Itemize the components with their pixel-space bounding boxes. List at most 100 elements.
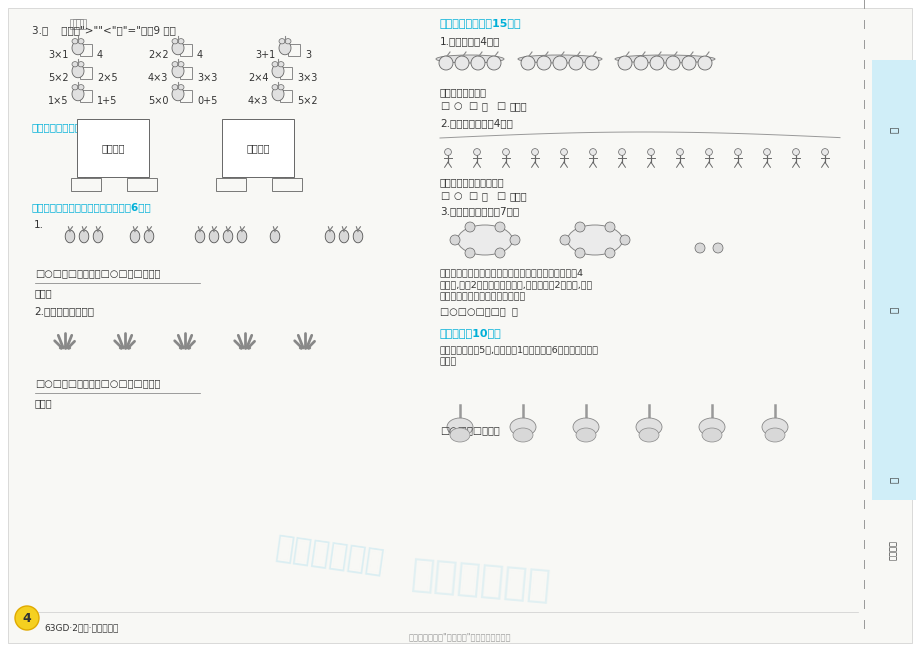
Bar — [80, 90, 92, 102]
Circle shape — [455, 56, 469, 70]
Polygon shape — [172, 41, 184, 55]
Text: 1.: 1. — [34, 220, 44, 230]
Ellipse shape — [447, 418, 472, 436]
Text: 名同学,已有2张桌子坐满了同学,这时又进来2名同学,手工: 名同学,已有2张桌子坐满了同学,这时又进来2名同学,手工 — [439, 280, 593, 289]
Text: 1.数苹果。（4分）: 1.数苹果。（4分） — [439, 36, 500, 46]
Circle shape — [619, 235, 630, 245]
Polygon shape — [172, 64, 184, 77]
Polygon shape — [79, 230, 89, 243]
Polygon shape — [72, 41, 84, 55]
Text: 六、看图列式计算，并写出口诀。（6分）: 六、看图列式计算，并写出口诀。（6分） — [32, 202, 152, 212]
Circle shape — [584, 56, 598, 70]
Text: □○□○□＝□（  ）: □○□○□＝□（ ） — [439, 306, 517, 316]
Text: □○□＝□（米）: □○□＝□（米） — [439, 425, 499, 435]
Circle shape — [568, 56, 583, 70]
Polygon shape — [270, 230, 279, 243]
Text: □: □ — [468, 191, 477, 201]
Ellipse shape — [635, 418, 662, 436]
Text: 4: 4 — [23, 611, 31, 624]
Text: 教辅营地官网: 教辅营地官网 — [274, 533, 386, 577]
Text: 3+1: 3+1 — [255, 50, 275, 60]
Text: □: □ — [495, 101, 505, 111]
Circle shape — [605, 248, 614, 258]
Text: 二四得八: 二四得八 — [101, 143, 125, 153]
Ellipse shape — [436, 55, 504, 63]
Bar — [127, 178, 157, 191]
Text: 口诀：: 口诀： — [35, 288, 52, 298]
Text: □: □ — [439, 191, 448, 201]
Text: □○□＝□（根）或□○□＝□（根）: □○□＝□（根）或□○□＝□（根） — [35, 378, 160, 388]
Bar — [279, 90, 291, 102]
Circle shape — [560, 148, 567, 156]
Bar — [80, 44, 92, 56]
Text: 五、根据口诀，写乘法算式。（4分）: 五、根据口诀，写乘法算式。（4分） — [32, 122, 139, 132]
Polygon shape — [72, 38, 78, 44]
Text: 每两棵树之间是5米,小云从第1棵树跑到第6棵树，共跑了多: 每两棵树之间是5米,小云从第1棵树跑到第6棵树，共跑了多 — [439, 345, 598, 354]
Circle shape — [605, 222, 614, 232]
Text: 5×2: 5×2 — [297, 96, 317, 106]
Polygon shape — [172, 62, 177, 67]
Polygon shape — [78, 62, 84, 67]
Ellipse shape — [639, 428, 658, 442]
Text: 3×1: 3×1 — [48, 50, 68, 60]
Text: 老师点评: 老师点评 — [888, 540, 897, 560]
Polygon shape — [278, 62, 284, 67]
Text: 一共有几个苹果？: 一共有几个苹果？ — [439, 87, 486, 97]
Text: □: □ — [495, 191, 505, 201]
Circle shape — [712, 243, 722, 253]
Polygon shape — [353, 230, 362, 243]
Circle shape — [675, 148, 683, 156]
Text: 3: 3 — [305, 50, 311, 60]
Polygon shape — [278, 41, 290, 55]
Polygon shape — [324, 230, 335, 243]
Text: 3×3: 3×3 — [297, 73, 317, 83]
Circle shape — [509, 235, 519, 245]
Polygon shape — [172, 85, 177, 90]
Bar — [288, 44, 300, 56]
Ellipse shape — [614, 55, 714, 63]
Circle shape — [589, 148, 596, 156]
Ellipse shape — [509, 418, 536, 436]
Circle shape — [694, 243, 704, 253]
Text: 卷: 卷 — [888, 307, 898, 313]
Ellipse shape — [698, 418, 724, 436]
Polygon shape — [144, 230, 153, 243]
Bar — [76, 19, 85, 29]
Polygon shape — [339, 230, 348, 243]
Circle shape — [574, 248, 584, 258]
Polygon shape — [172, 87, 184, 101]
Circle shape — [647, 148, 653, 156]
Circle shape — [821, 148, 827, 156]
Polygon shape — [272, 85, 278, 90]
Text: 线: 线 — [888, 477, 898, 483]
Circle shape — [733, 148, 741, 156]
Ellipse shape — [517, 55, 601, 63]
Text: 1+5: 1+5 — [96, 96, 118, 106]
Bar — [71, 178, 101, 191]
Text: ○: ○ — [453, 101, 462, 111]
Ellipse shape — [573, 418, 598, 436]
Ellipse shape — [765, 428, 784, 442]
Text: 附加题。（10分）: 附加题。（10分） — [439, 328, 501, 338]
Polygon shape — [65, 230, 74, 243]
Polygon shape — [72, 62, 78, 67]
Bar — [272, 178, 301, 191]
Text: 少米？: 少米？ — [439, 357, 457, 366]
Polygon shape — [72, 64, 84, 77]
Circle shape — [763, 148, 769, 156]
Polygon shape — [272, 62, 278, 67]
Circle shape — [705, 148, 711, 156]
Text: 63GD·2年级·数学（上）: 63GD·2年级·数学（上） — [44, 623, 119, 632]
Circle shape — [15, 606, 39, 630]
Text: 4: 4 — [96, 50, 103, 60]
Polygon shape — [272, 64, 284, 77]
Text: 2.跳大绳比赛。（4分）: 2.跳大绳比赛。（4分） — [439, 118, 512, 128]
Polygon shape — [237, 230, 246, 243]
Ellipse shape — [457, 225, 512, 255]
Text: （人）: （人） — [509, 191, 528, 201]
Circle shape — [444, 148, 451, 156]
Polygon shape — [195, 230, 205, 243]
Ellipse shape — [575, 428, 596, 442]
Polygon shape — [278, 85, 284, 90]
Bar — [180, 90, 192, 102]
